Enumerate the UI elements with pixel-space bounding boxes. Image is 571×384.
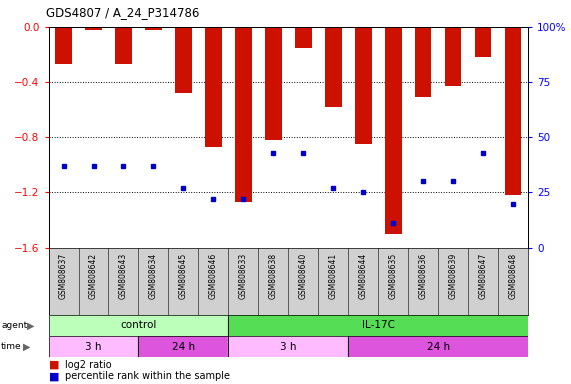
Bar <box>49 336 138 357</box>
Text: ▶: ▶ <box>23 341 30 352</box>
Text: agent: agent <box>1 321 27 330</box>
Text: control: control <box>120 320 156 331</box>
Text: 3 h: 3 h <box>85 341 102 352</box>
Bar <box>475 27 492 57</box>
Bar <box>325 27 341 107</box>
Text: time: time <box>1 342 22 351</box>
Text: ▶: ▶ <box>27 320 35 331</box>
Bar <box>115 27 132 64</box>
Text: GSM808647: GSM808647 <box>478 253 488 299</box>
Text: GSM808642: GSM808642 <box>89 253 98 299</box>
Text: GSM808640: GSM808640 <box>299 253 308 299</box>
Bar <box>85 27 102 30</box>
Bar <box>348 336 528 357</box>
Bar <box>228 336 348 357</box>
Bar <box>49 315 228 336</box>
Bar <box>139 336 228 357</box>
Bar <box>385 27 401 234</box>
Text: GSM808633: GSM808633 <box>239 253 248 299</box>
Bar <box>228 315 528 336</box>
Text: GSM808644: GSM808644 <box>359 253 368 299</box>
Bar <box>265 27 282 140</box>
Text: GSM808646: GSM808646 <box>209 253 218 299</box>
Bar <box>175 27 192 93</box>
Text: GSM808645: GSM808645 <box>179 253 188 299</box>
Text: GSM808637: GSM808637 <box>59 253 68 299</box>
Text: IL-17C: IL-17C <box>362 320 395 331</box>
Text: ■: ■ <box>49 360 59 370</box>
Bar <box>295 27 312 48</box>
Text: GDS4807 / A_24_P314786: GDS4807 / A_24_P314786 <box>46 6 199 19</box>
Bar <box>415 27 432 97</box>
Bar <box>228 336 348 357</box>
Text: percentile rank within the sample: percentile rank within the sample <box>65 371 230 381</box>
Text: GSM808648: GSM808648 <box>509 253 518 299</box>
Text: GSM808639: GSM808639 <box>449 253 458 299</box>
Bar <box>445 27 461 86</box>
Bar <box>348 336 528 357</box>
Text: GSM808635: GSM808635 <box>389 253 398 299</box>
Bar <box>355 27 372 144</box>
Bar <box>505 27 521 195</box>
Text: GSM808643: GSM808643 <box>119 253 128 299</box>
Text: GSM808638: GSM808638 <box>269 253 278 299</box>
Bar <box>228 315 528 336</box>
Text: GSM808636: GSM808636 <box>419 253 428 299</box>
Text: GSM808634: GSM808634 <box>149 253 158 299</box>
Bar <box>55 27 72 64</box>
Bar <box>139 336 228 357</box>
Bar <box>235 27 252 202</box>
Bar <box>49 315 228 336</box>
Text: ■: ■ <box>49 371 59 381</box>
Text: 3 h: 3 h <box>280 341 296 352</box>
Bar <box>49 336 138 357</box>
Text: log2 ratio: log2 ratio <box>65 360 111 370</box>
Text: 24 h: 24 h <box>172 341 195 352</box>
Text: 24 h: 24 h <box>427 341 450 352</box>
Text: GSM808641: GSM808641 <box>329 253 338 299</box>
Bar <box>205 27 222 147</box>
Bar <box>145 27 162 30</box>
